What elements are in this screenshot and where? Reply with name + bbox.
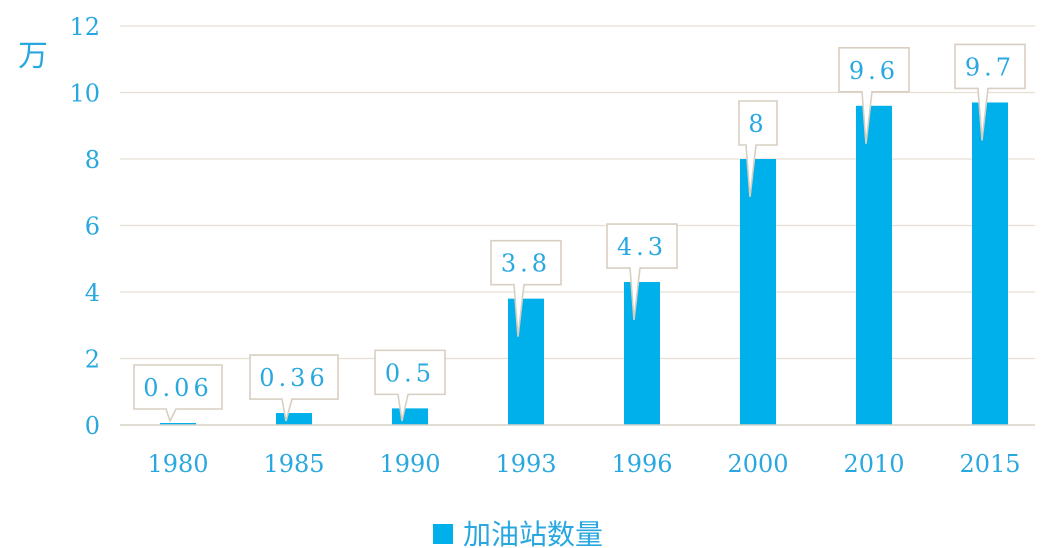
data-label-2015: 9.7 (954, 43, 1026, 141)
x-tick-label: 1990 (379, 450, 440, 478)
x-tick-label: 1980 (147, 450, 208, 478)
data-label-text: 8 (748, 110, 767, 138)
data-label-1985: 0.36 (249, 354, 339, 422)
data-label-text: 9.7 (965, 53, 1015, 81)
data-label-text: 0.06 (143, 374, 212, 402)
data-label-box (490, 239, 562, 337)
data-label-2000: 8 (738, 100, 778, 198)
bar-2015 (972, 102, 1008, 425)
x-axis-ticks: 1980 1985 1990 1993 1996 2000 2010 2015 (147, 450, 1020, 478)
data-label-1990: 0.5 (374, 349, 446, 422)
data-label-box (954, 43, 1026, 141)
data-label-1980: 0.06 (133, 364, 223, 424)
data-label-box (374, 349, 446, 422)
x-tick-label: 1996 (611, 450, 672, 478)
x-tick-label: 2010 (843, 450, 904, 478)
data-label-box (133, 364, 223, 424)
y-tick-label: 6 (85, 213, 100, 241)
x-tick-label: 1993 (495, 450, 556, 478)
y-axis-ticks: 0 2 4 6 8 10 12 (69, 13, 100, 440)
y-tick-label: 2 (85, 346, 100, 374)
bar-1993 (508, 298, 544, 425)
x-tick-label: 2015 (959, 450, 1020, 478)
data-label-box (606, 223, 678, 321)
x-tick-label: 2000 (727, 450, 788, 478)
legend-label: 加油站数量 (463, 518, 603, 548)
data-labels: 0.06 0.36 0.5 3.8 4.3 8 9.6 9.7 (133, 43, 1026, 424)
data-label-text: 0.36 (259, 364, 328, 392)
data-label-box (738, 100, 778, 198)
legend-swatch (433, 524, 453, 544)
data-label-1996: 4.3 (606, 223, 678, 321)
bar-1980 (160, 423, 196, 425)
y-tick-label: 8 (85, 146, 100, 174)
data-label-text: 4.3 (617, 233, 667, 261)
y-tick-label: 4 (85, 279, 100, 307)
bars (160, 102, 1008, 426)
bar-1990 (392, 408, 428, 425)
bar-1996 (624, 282, 660, 425)
data-label-text: 9.6 (849, 57, 899, 85)
x-tick-label: 1985 (263, 450, 324, 478)
data-label-text: 3.8 (501, 250, 551, 278)
data-label-box (249, 354, 339, 422)
bar-1985 (276, 413, 312, 425)
data-label-text: 0.5 (385, 359, 435, 387)
data-label-2010: 9.6 (838, 47, 910, 144)
bar-2000 (740, 159, 776, 425)
y-tick-label: 10 (69, 80, 100, 108)
legend: 加油站数量 (433, 518, 603, 548)
data-label-box (838, 47, 910, 144)
y-tick-label: 0 (85, 412, 100, 440)
y-axis-unit: 万 (18, 39, 48, 74)
y-tick-label: 12 (69, 13, 100, 41)
data-label-1993: 3.8 (490, 239, 562, 337)
bar-2010 (856, 105, 892, 426)
